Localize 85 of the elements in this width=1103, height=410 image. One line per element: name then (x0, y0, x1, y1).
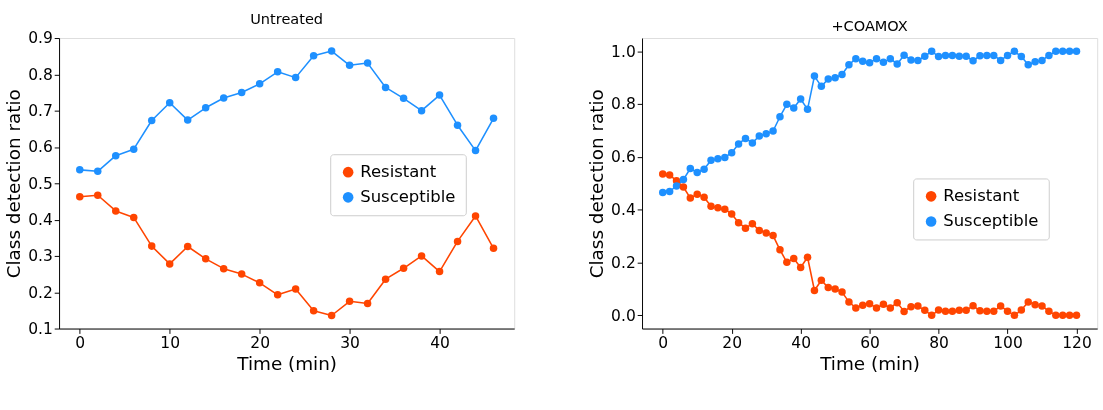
point (381, 83, 390, 92)
point (111, 207, 120, 215)
chart-title: +COAMOX (831, 18, 908, 35)
y-tick-label: 0.4 (28, 210, 53, 229)
x-tick-label: 80 (929, 334, 949, 353)
point (165, 260, 174, 268)
point (291, 73, 300, 82)
point (111, 151, 120, 160)
y-tick-label: 0.3 (28, 247, 53, 266)
point (417, 252, 426, 260)
y-tick-label: 0.1 (28, 319, 53, 338)
legend-label: Resistant (943, 186, 1020, 206)
point (183, 116, 192, 124)
x-tick-label: 0 (75, 334, 86, 353)
point (76, 192, 84, 201)
point (183, 242, 192, 251)
point (309, 52, 318, 60)
point (94, 167, 102, 176)
point (147, 116, 156, 125)
point (201, 255, 210, 263)
point (76, 166, 84, 174)
point (345, 297, 354, 306)
point (273, 68, 282, 76)
point (237, 88, 246, 97)
x-tick-label: 120 (1062, 334, 1092, 353)
point (219, 264, 228, 273)
x-axis-title: Time (min) (236, 352, 338, 374)
x-tick-label: 60 (860, 334, 880, 353)
point (489, 244, 498, 253)
point (435, 267, 444, 276)
y-tick-label: 0.8 (28, 65, 53, 84)
point (417, 106, 426, 115)
point (327, 311, 336, 320)
point (471, 146, 480, 155)
x-tick-label: 20 (250, 334, 270, 353)
point (291, 285, 300, 293)
x-tick-label: 0 (658, 334, 669, 353)
point (399, 94, 408, 103)
point (129, 145, 138, 153)
x-axis-title: Time (min) (819, 352, 921, 374)
point (363, 299, 372, 308)
point (237, 270, 246, 278)
point (381, 275, 390, 283)
point (165, 98, 174, 107)
y-axis-title: Class detection ratio (586, 89, 608, 279)
point (327, 47, 336, 55)
legend-label: Susceptible (943, 211, 1039, 231)
y-tick-label: 1.0 (611, 42, 636, 61)
y-tick-label: 0.6 (611, 148, 636, 167)
y-tick-label: 0.6 (28, 138, 53, 157)
y-tick-label: 0.5 (28, 174, 53, 193)
y-axis-title: Class detection ratio (3, 89, 25, 279)
point (94, 191, 102, 200)
y-tick-label: 0.2 (611, 253, 636, 272)
chart-title: Untreated (250, 10, 324, 27)
point (309, 307, 318, 315)
point (273, 291, 282, 299)
x-tick-label: 100 (993, 334, 1023, 353)
point (435, 91, 444, 99)
point (201, 104, 210, 112)
point (489, 114, 498, 123)
point (453, 237, 462, 246)
y-tick-label: 0.8 (611, 95, 636, 114)
x-tick-label: 40 (791, 334, 811, 353)
x-tick-label: 20 (722, 334, 743, 353)
y-tick-label: 0.2 (28, 283, 53, 302)
point (453, 121, 462, 129)
y-tick-label: 0.7 (28, 102, 53, 120)
legend-label: Susceptible (360, 187, 456, 207)
legend-label: Resistant (360, 162, 437, 182)
y-tick-label: 0.4 (611, 201, 636, 220)
point (363, 59, 372, 67)
point (219, 94, 228, 102)
y-tick-label: 0.0 (611, 306, 636, 325)
y-tick-label: 0.9 (28, 29, 53, 48)
point (399, 264, 408, 273)
point (471, 212, 480, 220)
x-tick-label: 40 (430, 334, 450, 353)
x-tick-label: 30 (340, 334, 360, 353)
point (147, 242, 156, 250)
x-tick-label: 10 (160, 334, 181, 353)
point (255, 279, 264, 287)
point (129, 213, 138, 222)
point (345, 61, 354, 70)
point (255, 80, 264, 88)
